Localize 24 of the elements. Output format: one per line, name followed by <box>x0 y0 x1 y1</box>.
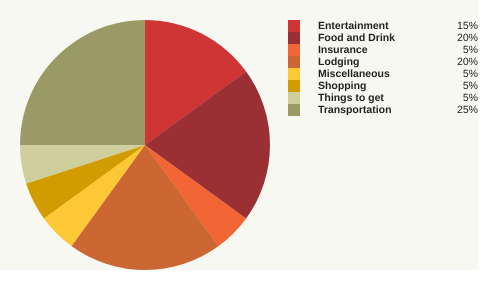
legend-label: Miscellaneous <box>318 68 390 80</box>
pie-slice <box>20 20 145 145</box>
pie-slice <box>20 145 145 184</box>
pie-slice <box>26 145 145 218</box>
legend-label: Insurance <box>318 44 368 56</box>
pie-slice <box>72 145 218 270</box>
data-label: 5% <box>462 44 478 56</box>
pie-slice <box>145 20 246 145</box>
legend-label: Lodging <box>318 56 360 68</box>
pie-slice <box>44 145 145 246</box>
data-label: 5% <box>462 80 478 92</box>
data-label: 15% <box>456 20 478 32</box>
data-label: 5% <box>462 92 478 104</box>
pie-slice <box>145 72 270 218</box>
data-label: 5% <box>462 68 478 80</box>
data-label: 20% <box>456 56 478 68</box>
legend-label: Shopping <box>318 80 366 92</box>
data-label: 20% <box>456 32 478 44</box>
legend-label: Entertainment <box>318 20 390 32</box>
legend-label: Things to get <box>318 92 384 104</box>
data-label: 25% <box>456 104 478 116</box>
legend-label: Transportation <box>318 104 392 116</box>
pie-slice <box>145 145 246 246</box>
legend-label: Food and Drink <box>318 32 396 44</box>
